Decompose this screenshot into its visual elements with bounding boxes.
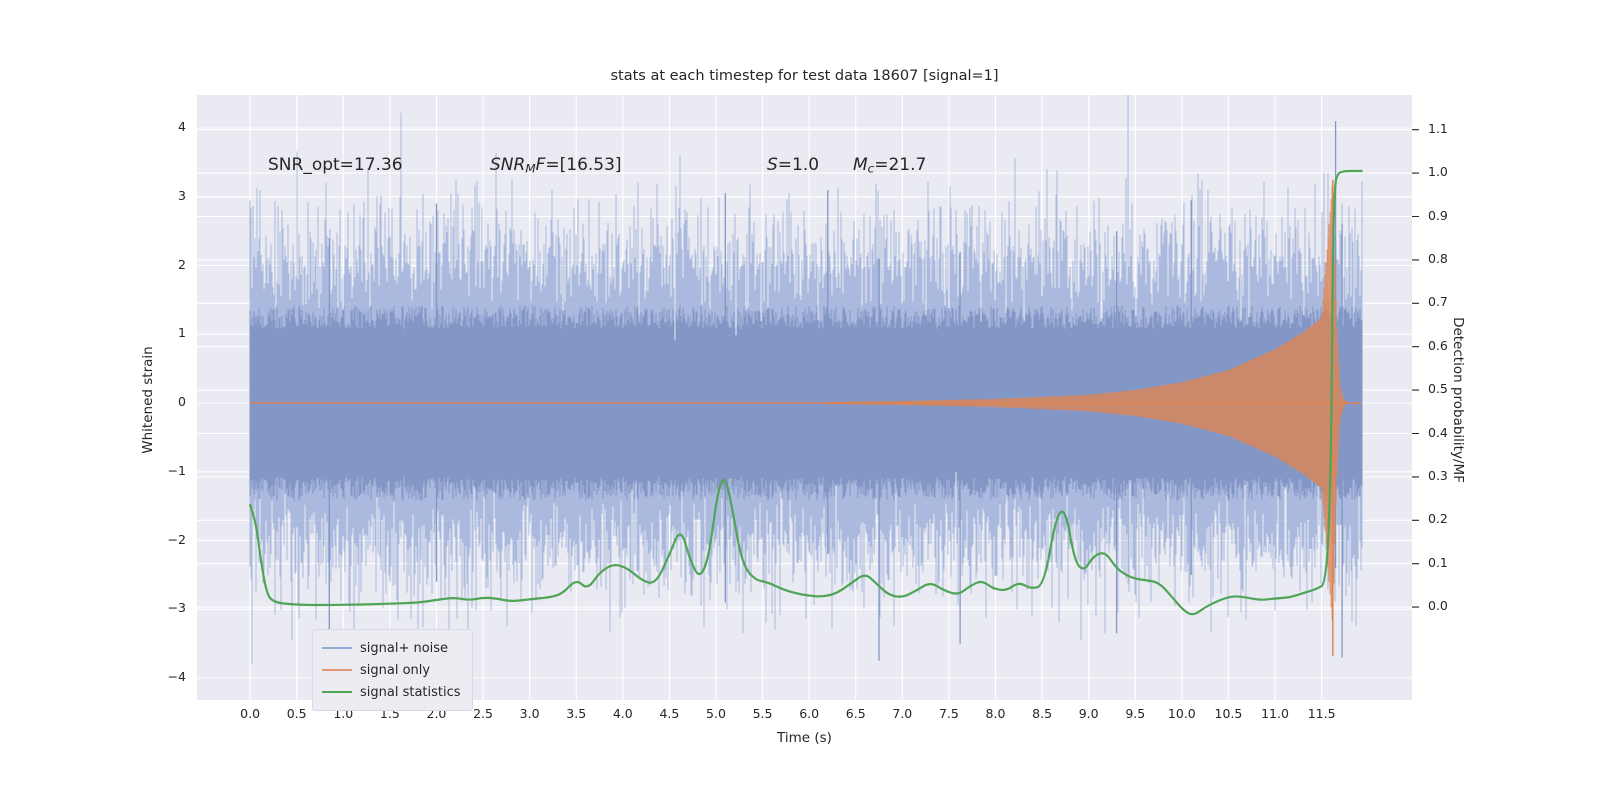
- x-tick-label: 11.5: [1307, 706, 1336, 721]
- y-right-tick-label: 1.0: [1428, 164, 1448, 180]
- legend-item: signal only: [322, 659, 461, 681]
- series-signal-only: [824, 183, 1348, 623]
- x-tick-label: 7.5: [938, 706, 959, 721]
- y-left-tick-label: 1: [178, 325, 186, 341]
- annotation-text: SNRMF=[16.53]: [490, 155, 622, 176]
- x-tick-label: 3.0: [519, 706, 540, 721]
- annotation-segment: =21.7: [874, 155, 927, 175]
- y-right-tick-label: 0.2: [1428, 511, 1448, 527]
- x-tick-label: 0.5: [286, 706, 307, 721]
- x-tick-label: 4.0: [612, 706, 633, 721]
- y-right-tick-label: 0.1: [1428, 554, 1448, 570]
- x-tick-label: 10.0: [1167, 706, 1196, 721]
- x-tick-label: 6.5: [845, 706, 866, 721]
- y-left-tick-label: 0: [178, 394, 186, 409]
- y-left-tick-label: −1: [167, 462, 186, 478]
- legend-line-swatch: [322, 691, 352, 693]
- x-tick-label: 10.5: [1214, 706, 1243, 721]
- legend-item: signal statistics: [322, 681, 461, 703]
- legend-item: signal+ noise: [322, 637, 461, 659]
- x-tick-label: 3.5: [566, 706, 587, 721]
- y-left-tick-label: 3: [178, 187, 186, 203]
- annotation-segment: c: [867, 161, 875, 176]
- y-left-tick-label: 4: [178, 119, 186, 134]
- y-right-tick-label: 0.8: [1428, 250, 1448, 266]
- x-tick-label: 9.5: [1125, 706, 1146, 721]
- legend-item-label: signal statistics: [360, 684, 461, 700]
- chart-title: stats at each timestep for test data 186…: [610, 68, 999, 84]
- y-right-tick-label: 0.3: [1428, 467, 1448, 483]
- y-right-tick-label: 0.0: [1428, 598, 1448, 614]
- annotation-segment: M: [853, 155, 868, 175]
- y-right-tick-label: 0.6: [1428, 337, 1448, 353]
- x-tick-label: 5.0: [706, 706, 726, 721]
- y-right-tick-label: 0.7: [1428, 294, 1448, 310]
- annotation-segment: =1.0: [777, 155, 820, 175]
- y-left-tick-label: −4: [167, 669, 186, 684]
- x-tick-label: 4.5: [659, 706, 680, 721]
- x-tick-label: 6.0: [799, 706, 820, 721]
- x-tick-label: 8.5: [1032, 706, 1053, 721]
- x-tick-label: 5.5: [752, 706, 773, 721]
- series-signal-statistics: [249, 169, 1363, 616]
- right-axis-tick-marks: [1412, 129, 1419, 608]
- annotation-segment: M: [525, 161, 536, 176]
- x-tick-label: 9.0: [1078, 706, 1099, 721]
- y-right-tick-label: 1.1: [1428, 120, 1448, 136]
- x-tick-label: 11.0: [1261, 706, 1289, 721]
- x-tick-label: 7.0: [892, 706, 913, 721]
- legend-item-label: signal only: [360, 662, 431, 678]
- x-tick-label: 2.5: [473, 706, 493, 721]
- x-tick-label: 0.0: [240, 706, 261, 721]
- y-right-tick-label: 0.4: [1428, 424, 1448, 440]
- y-left-tick-label: −2: [167, 531, 186, 547]
- annotation-segment: S: [767, 155, 778, 175]
- y-right-tick-label: 0.9: [1428, 207, 1448, 223]
- annotation-text: Mc=21.7: [853, 155, 926, 176]
- x-axis-label: Time (s): [777, 730, 832, 746]
- annotation-segment: =[16.53]: [545, 155, 622, 175]
- legend-line-swatch: [322, 647, 352, 649]
- annotation-text: SNR_opt=17.36: [268, 155, 403, 175]
- series-signal-plus-noise-fringe: [249, 94, 1363, 665]
- legend-item-label: signal+ noise: [360, 640, 449, 656]
- annotation-segment: SNR_opt=17.36: [268, 155, 403, 175]
- annotation-segment: SNR: [490, 155, 526, 175]
- x-tick-label: 8.0: [985, 706, 1006, 721]
- y-left-tick-label: −3: [167, 600, 186, 616]
- y-right-tick-label: 0.5: [1428, 381, 1448, 397]
- y-left-tick-label: 2: [178, 256, 186, 272]
- annotation-text: S=1.0: [767, 155, 819, 175]
- legend-line-swatch: [322, 669, 352, 671]
- legend: signal+ noise signal only signal statistic…: [312, 629, 473, 711]
- annotation-segment: F: [535, 155, 546, 175]
